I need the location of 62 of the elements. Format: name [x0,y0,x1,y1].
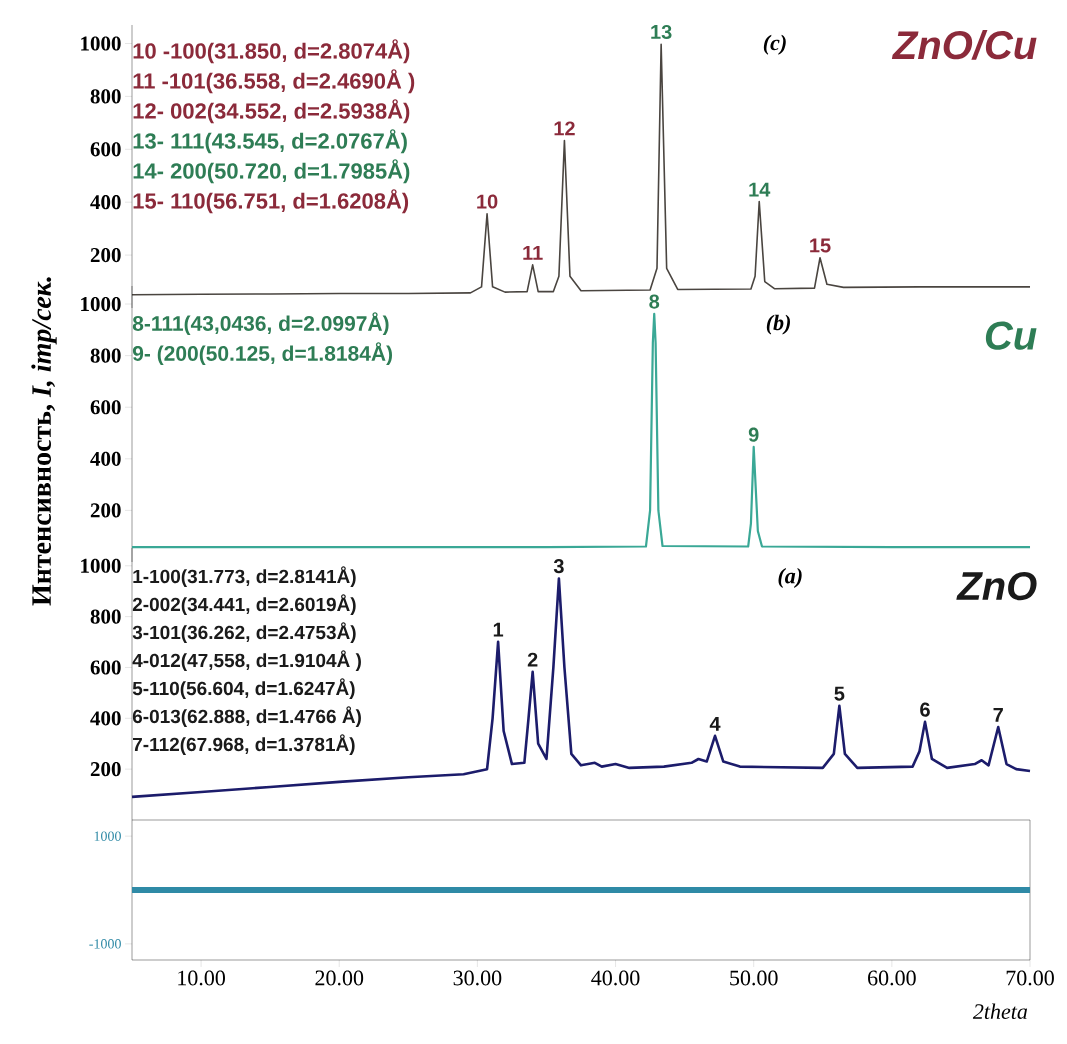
annotation: (b) [766,314,790,335]
annotation: 13- 111(43.545, d=2.0767Å) [133,129,407,154]
annotation: 11 -101(36.558, d=2.4690Å ) [133,69,415,94]
x-tick-label: 30.00 [453,970,502,986]
y-tick-label: 1000 [81,36,121,51]
annotation: 2-002(34.441, d=2.6019Å) [132,594,356,615]
annotation: 6 [920,702,930,717]
y-tick-label: 800 [90,89,121,104]
annotation: 6-013(62.888, d=1.4766 Å) [132,706,361,727]
annotation: 3 [553,559,564,574]
annotation: 12- 002(34.552, d=2.5938Å) [133,99,410,124]
x-tick-label: 20.00 [315,970,364,986]
annotation: 8-111(43,0436, d=2.0997Å) [132,312,389,336]
annotation: 14 [749,182,771,197]
y-tick-label: 200 [90,503,121,518]
y-tick-label: 800 [90,348,121,363]
y-tick-label: -1000 [89,939,121,949]
annotation: 9- (200(50.125, d=1.8184Å) [132,342,393,366]
annotation: 10 [477,194,498,209]
x-tick-label: 70.00 [1006,970,1054,986]
x-axis-title: 2theta [972,1003,1028,1020]
y-tick-label: 400 [90,195,121,210]
x-tick-label: 10.00 [178,970,225,986]
annotation: 14- 200(50.720, d=1.7985Å) [133,159,410,184]
annotation: 7 [993,708,1003,722]
y-tick-label: 1000 [81,558,121,573]
chart-title: ZnO [956,571,1037,601]
y-tick-label: 1000 [94,831,121,841]
annotation: 4-012(47,558, d=1.9104Å ) [132,650,361,671]
annotation: 1-100(31.773, d=2.8141Å) [133,566,356,587]
x-tick-label: 50.00 [730,970,778,986]
annotation: 10 -100(31.850, d=2.8074Å) [133,39,410,64]
annotation: 5-110(56.604, d=1.6247Å) [132,678,355,699]
annotation: 5 [834,686,845,701]
y-tick-label: 600 [90,400,121,415]
annotation: 15 [810,238,831,253]
annotation: 3-101(36.262, d=2.4753Å) [132,622,356,643]
y-tick-label: 800 [90,609,121,624]
y-tick-label: 600 [90,660,121,675]
annotation: 13 [651,24,672,40]
annotation: 12 [554,121,575,136]
y-tick-label: 200 [90,248,121,263]
y-tick-label: 400 [90,711,121,726]
annotation: (c) [763,34,786,55]
annotation: 4 [709,716,721,731]
y-tick-label: 400 [90,451,121,466]
chart-title: ZnO/Cu [891,29,1037,60]
y-tick-label: 600 [90,142,121,157]
y-tick-label: 1000 [81,296,121,312]
annotation: 2 [527,652,538,667]
x-tick-label: 60.00 [868,970,916,986]
x-tick-label: 40.00 [591,970,640,986]
y-tick-label: 200 [90,762,121,777]
annotation: 9 [748,427,759,442]
annotation: 11 [523,245,543,260]
annotation: 8 [649,294,660,309]
annotation: (a) [778,567,802,588]
text: Cu [985,321,1037,350]
annotation: 1 [493,622,504,637]
annotation: 7-112(67.968, d=1.3781Å) [133,734,355,755]
y-axis-title: Интенсивность, I, imp/сек. [31,277,57,606]
annotation: 15- 110(56.751, d=1.6208Å) [133,189,409,214]
